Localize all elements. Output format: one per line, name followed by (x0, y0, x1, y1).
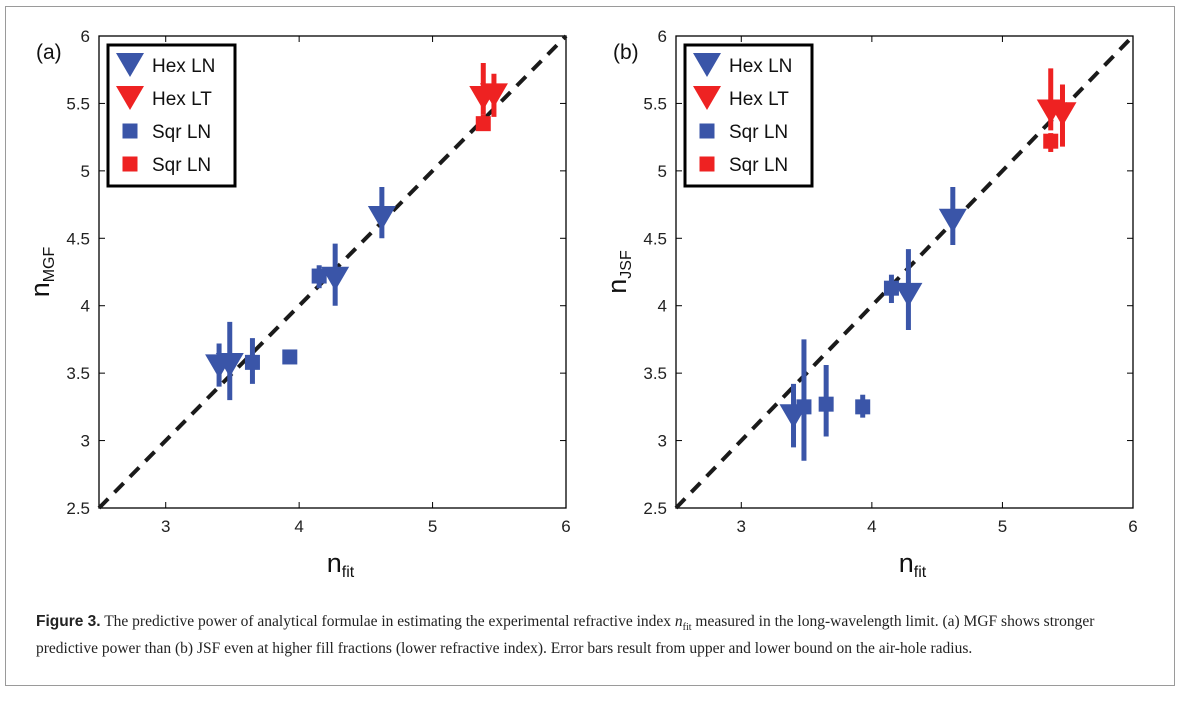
square-marker (796, 399, 812, 415)
caption-variable-sub: fit (682, 622, 692, 634)
y-tick-label: 4 (81, 297, 90, 316)
legend-entry: Sqr LN (699, 122, 788, 143)
legend-label: Sqr LN (152, 155, 211, 176)
triangle-marker (693, 86, 721, 110)
square-marker (282, 349, 298, 365)
x-tick-label: 5 (998, 517, 1007, 536)
panel-label: (a) (36, 41, 62, 64)
triangle-marker (894, 282, 923, 307)
y-tick-label: 4.5 (66, 229, 90, 248)
legend-label: Sqr LN (729, 122, 788, 143)
triangle-marker (693, 53, 721, 77)
x-tick-label: 4 (867, 517, 876, 536)
square-marker (855, 399, 871, 415)
x-tick-label: 4 (294, 517, 303, 536)
y-tick-label: 3.5 (66, 364, 90, 383)
square-marker (818, 396, 834, 412)
triangle-marker (321, 266, 350, 291)
x-tick-label: 3 (737, 517, 746, 536)
legend-entry: Sqr LN (122, 122, 211, 143)
y-tick-label: 5.5 (643, 94, 667, 113)
square-marker (699, 156, 715, 172)
y-tick-label: 2.5 (66, 499, 90, 518)
series-2 (469, 62, 508, 117)
caption-variable: n (674, 613, 683, 630)
axes-box (675, 35, 1134, 509)
series-1 (205, 187, 396, 401)
y-tick-label: 3 (658, 432, 667, 451)
square-marker (311, 268, 327, 284)
caption-text-after: measured in the long-wavelength limit. (… (36, 613, 1095, 658)
square-marker (122, 123, 138, 139)
square-marker (1043, 133, 1059, 149)
y-tick-label: 6 (81, 27, 90, 46)
series-4 (475, 114, 491, 132)
y-tick-label: 3.5 (643, 364, 667, 383)
x-tick-label: 3 (161, 517, 170, 536)
y-tick-label: 4.5 (643, 229, 667, 248)
figure-frame: 2.5 3 3.5 4 4.5 5 5.5 6 3 4 5 6 nfit nMGF (a) Hex LN Hex… (5, 6, 1175, 686)
series-3 (244, 265, 327, 384)
legend-label: Hex LN (152, 56, 215, 77)
square-marker (244, 354, 260, 370)
legend: Hex LN Hex LT Sqr LN Sqr LN (683, 43, 814, 188)
square-marker (122, 156, 138, 172)
triangle-marker (1048, 102, 1077, 127)
legend-label: Hex LN (729, 56, 792, 77)
square-marker (699, 123, 715, 139)
series-3 (796, 274, 899, 461)
legend-entry: Hex LN (693, 53, 792, 77)
legend-entry: Sqr LN (122, 155, 211, 176)
y-axis-label: nMGF (25, 246, 58, 297)
legend-entry: Hex LN (116, 53, 215, 77)
caption-text-before: The predictive power of analytical formu… (100, 613, 675, 630)
y-tick-label: 5.5 (66, 94, 90, 113)
series-1 (779, 187, 967, 448)
legend-label: Hex LT (729, 89, 789, 110)
y-tick-label: 5 (658, 162, 667, 181)
legend-entry: Hex LT (116, 86, 212, 110)
triangle-marker (938, 208, 967, 233)
legend: Hex LN Hex LT Sqr LN Sqr LN (106, 43, 237, 188)
caption-label: Figure 3. (36, 613, 101, 630)
panel-label: (b) (613, 41, 639, 64)
y-axis-label: nJSF (602, 250, 635, 294)
series-4 (1043, 133, 1059, 152)
y-tick-label: 2.5 (643, 499, 667, 518)
axes-box (98, 35, 567, 509)
square-marker (883, 280, 899, 296)
triangle-marker (116, 53, 144, 77)
triangle-marker (479, 83, 508, 108)
x-tick-label: 6 (561, 517, 570, 536)
y-tick-label: 6 (658, 27, 667, 46)
figure-caption: Figure 3. The predictive power of analyt… (36, 611, 1156, 659)
triangle-marker (367, 206, 396, 231)
legend-label: Sqr LN (729, 155, 788, 176)
y-tick-label: 3 (81, 432, 90, 451)
x-axis-label: nfit (327, 548, 355, 581)
x-tick-label: 5 (428, 517, 437, 536)
x-tick-label: 6 (1128, 517, 1137, 536)
square-marker (475, 116, 491, 132)
legend-label: Hex LT (152, 89, 212, 110)
series-2 (1036, 68, 1077, 147)
y-tick-label: 4 (658, 297, 667, 316)
legend-label: Sqr LN (152, 122, 211, 143)
triangle-marker (116, 86, 144, 110)
x-axis-label: nfit (899, 548, 927, 581)
legend-entry: Sqr LN (699, 155, 788, 176)
y-tick-label: 5 (81, 162, 90, 181)
legend-entry: Hex LT (693, 86, 789, 110)
triangle-marker (215, 353, 244, 378)
